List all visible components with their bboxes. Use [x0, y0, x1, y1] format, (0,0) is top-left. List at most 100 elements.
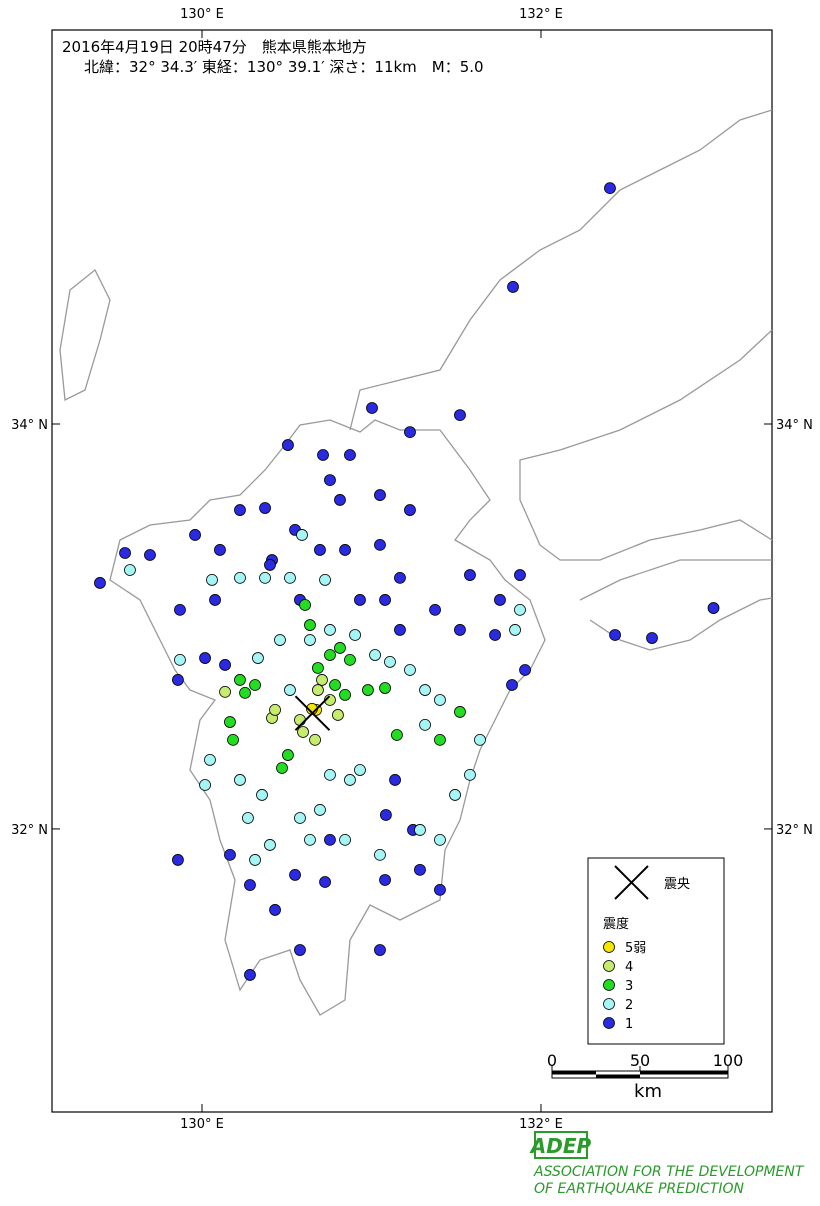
station	[414, 824, 426, 836]
station	[244, 879, 256, 891]
station	[707, 602, 720, 614]
station	[316, 674, 328, 686]
legend-epicenter-label: 震央	[664, 877, 690, 892]
station	[172, 674, 184, 686]
honshu-coast	[349, 109, 773, 561]
scale-seg	[640, 1071, 728, 1075]
station	[309, 733, 321, 746]
station	[206, 574, 218, 586]
scale-seg	[552, 1071, 596, 1075]
station	[404, 426, 416, 439]
station	[391, 729, 403, 741]
station	[324, 768, 336, 781]
legend-label: 5弱	[625, 941, 646, 956]
lat-tick-label: 34° N	[11, 418, 48, 433]
station	[332, 709, 344, 721]
legend-label: 1	[625, 1017, 633, 1032]
station	[124, 564, 136, 576]
station	[329, 679, 341, 691]
station	[344, 774, 356, 786]
station	[314, 544, 326, 556]
station	[119, 547, 131, 559]
station	[374, 848, 386, 861]
legend-swatch	[603, 998, 615, 1010]
logo: ADEP ASSOCIATION FOR THE DEVELOPMENT OF …	[529, 1131, 805, 1197]
station	[344, 449, 356, 461]
station	[297, 726, 309, 738]
station	[514, 569, 526, 581]
station	[174, 603, 186, 616]
scale-unit: km	[634, 1081, 662, 1102]
station	[419, 718, 431, 731]
station	[454, 706, 466, 718]
station	[514, 603, 526, 616]
lat-tick-label: 34° N	[776, 418, 813, 433]
station	[489, 629, 501, 641]
station	[172, 854, 184, 866]
legend-swatch	[603, 979, 615, 991]
station	[304, 833, 316, 846]
scale-tick-label: 100	[713, 1051, 744, 1070]
station	[204, 754, 216, 766]
station	[354, 764, 366, 776]
station	[214, 544, 226, 556]
station	[289, 869, 301, 881]
station	[464, 569, 476, 581]
scale-tick-label: 50	[630, 1051, 650, 1070]
station	[269, 904, 281, 916]
station	[209, 594, 221, 606]
station	[219, 685, 231, 698]
station	[339, 544, 351, 556]
station	[282, 749, 294, 761]
legend-label: 4	[625, 960, 633, 975]
logo-box	[534, 1131, 588, 1159]
station	[374, 489, 386, 501]
station	[294, 944, 306, 956]
station	[389, 774, 401, 786]
station	[312, 662, 324, 674]
station	[339, 689, 351, 701]
station	[434, 733, 446, 746]
station	[354, 594, 366, 606]
station	[519, 664, 531, 676]
station	[249, 854, 261, 866]
station	[314, 804, 326, 816]
epicenter	[294, 695, 331, 731]
station	[259, 502, 271, 514]
station	[339, 833, 351, 846]
station	[224, 848, 236, 861]
station	[362, 684, 374, 696]
station	[234, 504, 246, 516]
kyushu-coast	[109, 419, 546, 1016]
station	[609, 629, 621, 641]
station	[464, 768, 476, 781]
station	[349, 629, 361, 641]
station	[234, 774, 246, 786]
station	[249, 679, 261, 691]
lon-tick-label: 132° E	[519, 1117, 563, 1132]
logo-line1: ASSOCIATION FOR THE DEVELOPMENT	[533, 1164, 805, 1180]
station	[199, 652, 211, 664]
station	[252, 652, 264, 664]
station	[384, 656, 396, 668]
station	[319, 876, 331, 888]
station	[264, 559, 276, 571]
station	[374, 538, 386, 551]
station	[234, 571, 246, 584]
station	[379, 682, 391, 694]
station	[429, 603, 441, 616]
station	[334, 494, 346, 506]
station	[94, 577, 106, 589]
station	[434, 694, 446, 706]
station	[294, 812, 306, 824]
lon-tick-label: 130° E	[180, 1117, 224, 1132]
station	[379, 594, 391, 606]
station	[282, 439, 294, 451]
station	[299, 599, 311, 611]
station	[304, 634, 316, 646]
station	[319, 574, 331, 586]
scale-tick-label: 0	[547, 1051, 557, 1070]
station	[317, 449, 329, 461]
station	[369, 649, 381, 661]
station	[434, 883, 446, 896]
